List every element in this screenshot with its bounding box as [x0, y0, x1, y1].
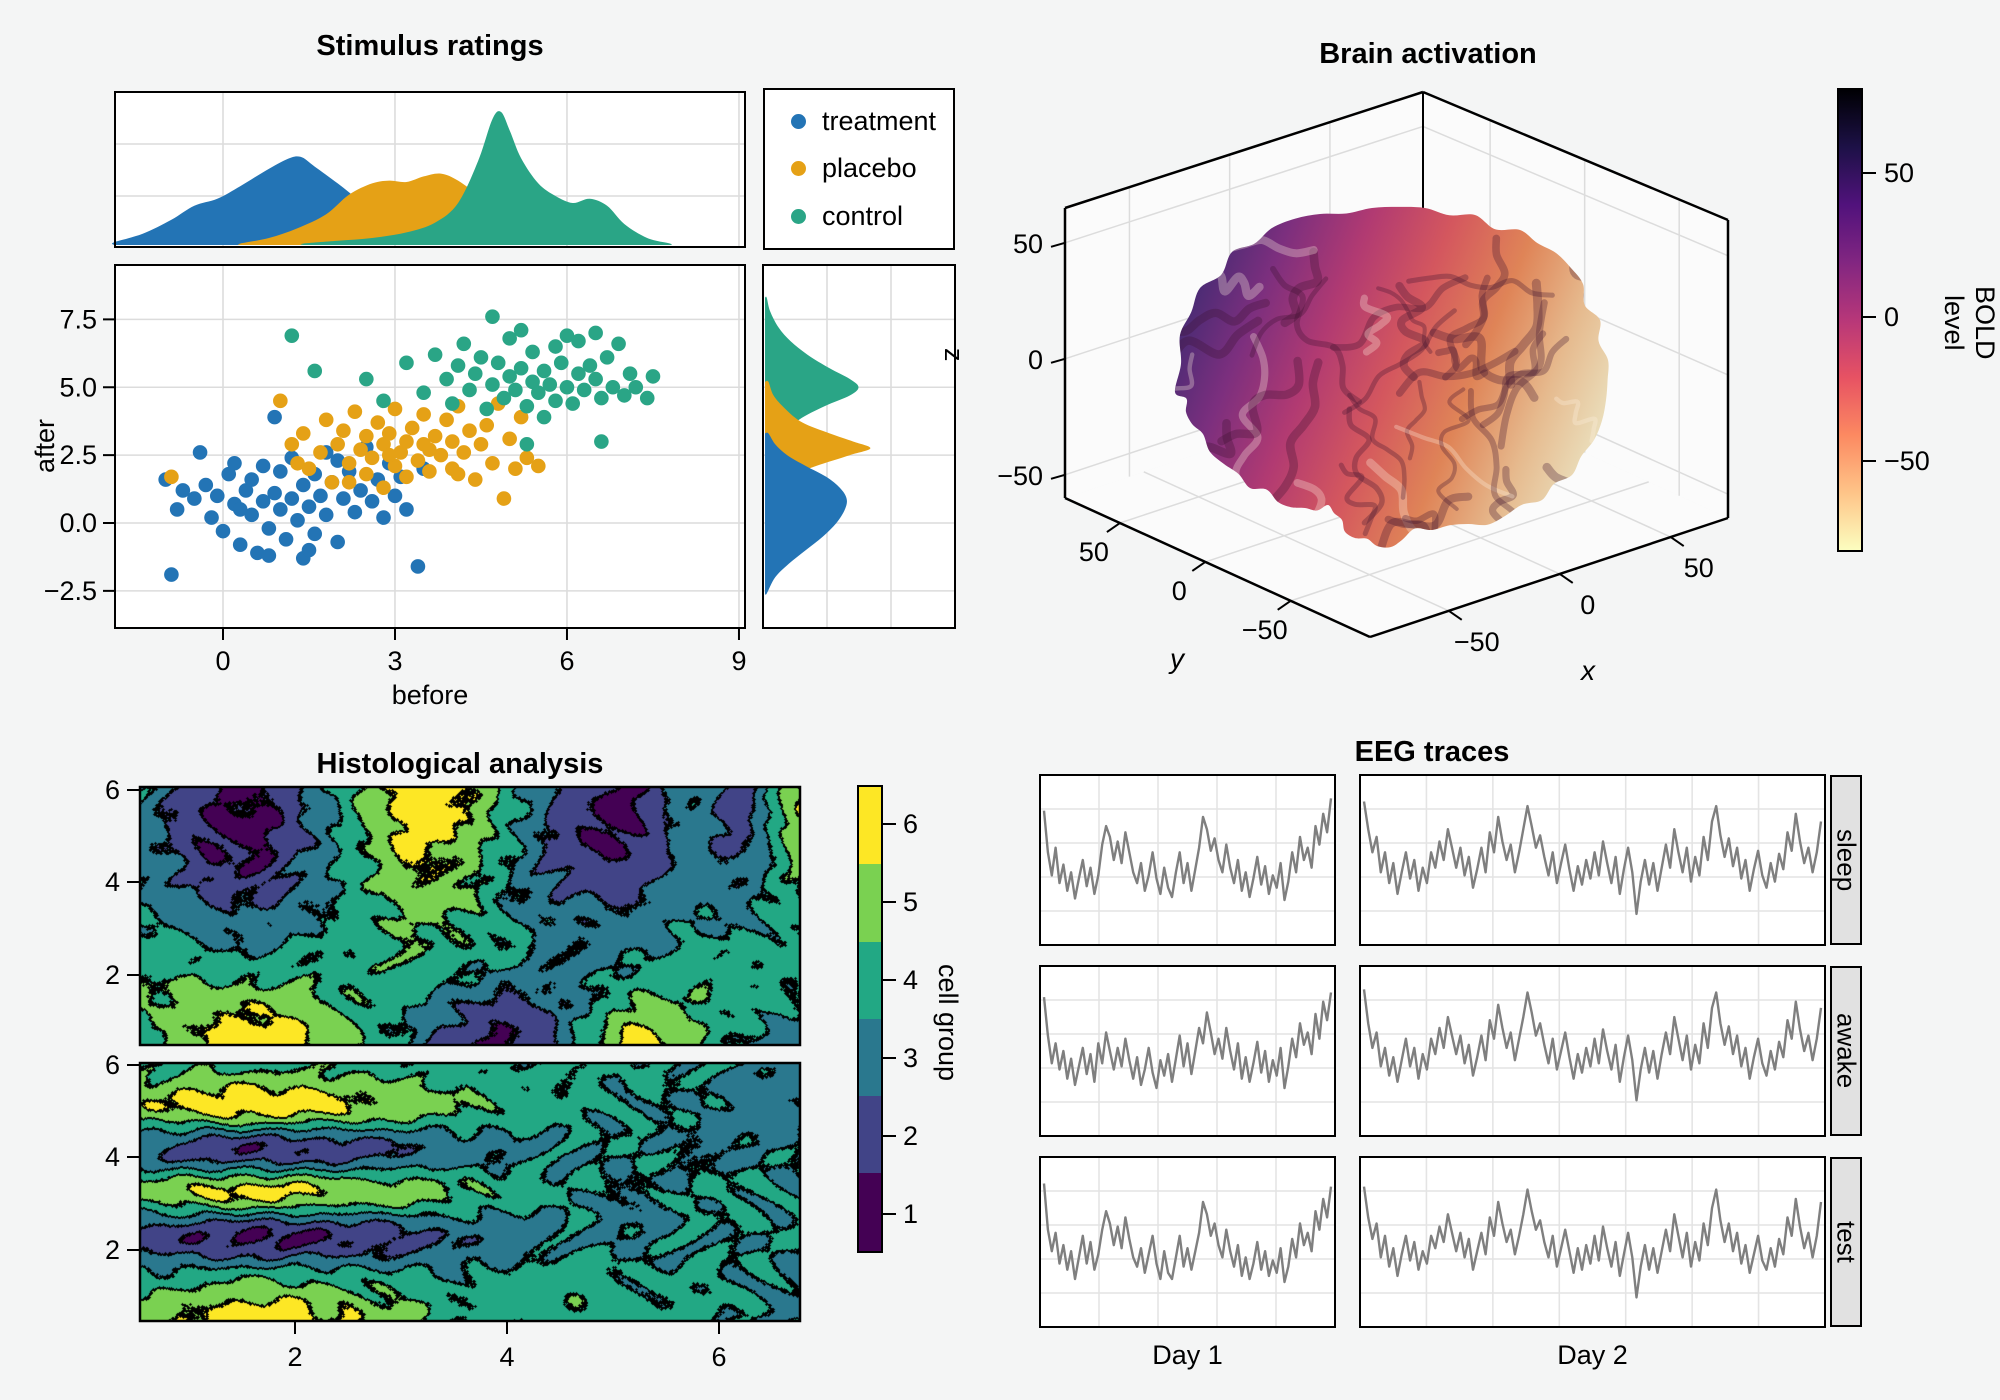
- brain-panel: [1050, 90, 1876, 639]
- svg-text:50: 50: [1884, 158, 1914, 188]
- stimulus-title: Stimulus ratings: [316, 30, 544, 62]
- stimulus-ylabel: after: [30, 418, 60, 474]
- svg-text:0: 0: [1884, 302, 1899, 332]
- cellgroup-colorbar: [857, 785, 883, 1253]
- legend-item-placebo: placebo: [791, 153, 953, 184]
- contour-plot-top: [140, 787, 800, 1045]
- svg-text:5: 5: [903, 887, 918, 917]
- stimulus-panel: [103, 91, 956, 640]
- eeg-title: EEG traces: [1354, 736, 1510, 768]
- svg-text:4: 4: [903, 965, 918, 995]
- svg-text:0: 0: [1580, 590, 1595, 620]
- svg-text:2: 2: [287, 1342, 302, 1372]
- svg-text:6: 6: [105, 775, 120, 805]
- legend-label: control: [822, 200, 904, 231]
- svg-text:−50: −50: [1884, 446, 1930, 476]
- strip-label: test: [1831, 1221, 1862, 1263]
- svg-text:6: 6: [105, 1050, 120, 1080]
- stimulus-xlabel: before: [391, 680, 469, 710]
- svg-text:1: 1: [903, 1199, 918, 1229]
- svg-text:y: y: [1168, 643, 1186, 674]
- svg-text:9: 9: [731, 646, 746, 676]
- legend-label: treatment: [822, 106, 937, 137]
- svg-text:4: 4: [499, 1342, 514, 1372]
- strip-label: awake: [1831, 1013, 1862, 1089]
- svg-text:3: 3: [903, 1043, 918, 1073]
- svg-text:−50: −50: [1454, 627, 1500, 657]
- eeg-col-label-day2: Day 2: [1557, 1340, 1628, 1370]
- facet-strip-awake: awake: [1830, 966, 1862, 1136]
- eeg-panels: [1039, 774, 1826, 1328]
- svg-text:6: 6: [559, 646, 574, 676]
- svg-text:50: 50: [1079, 537, 1109, 567]
- placebo-dot-icon: [791, 161, 806, 177]
- cellgroup-colorbar-label: cell group: [933, 964, 963, 1082]
- legend: treatment placebo control: [763, 88, 955, 250]
- svg-text:50: 50: [1013, 229, 1043, 259]
- svg-text:4: 4: [105, 867, 120, 897]
- svg-text:2: 2: [105, 960, 120, 990]
- svg-text:6: 6: [711, 1342, 726, 1372]
- facet-strip-sleep: sleep: [1830, 775, 1862, 945]
- bold-colorbar-label: BOLD level: [1939, 286, 2000, 360]
- svg-text:2: 2: [105, 1235, 120, 1265]
- treatment-dot-icon: [791, 114, 806, 130]
- svg-text:50: 50: [1684, 553, 1714, 583]
- svg-text:0.0: 0.0: [59, 508, 97, 538]
- marginal-z-label: z: [939, 348, 969, 362]
- svg-text:4: 4: [105, 1142, 120, 1172]
- svg-text:−50: −50: [1242, 615, 1288, 645]
- svg-text:2: 2: [903, 1121, 918, 1151]
- bold-colorbar: [1837, 88, 1863, 552]
- svg-text:6: 6: [903, 809, 918, 839]
- svg-text:7.5: 7.5: [59, 304, 97, 334]
- facet-strip-test: test: [1830, 1157, 1862, 1327]
- control-dot-icon: [791, 208, 806, 224]
- svg-text:0: 0: [215, 646, 230, 676]
- histology-axes: [127, 785, 896, 1334]
- eeg-col-label-day1: Day 1: [1152, 1340, 1223, 1370]
- strip-label: sleep: [1831, 828, 1862, 892]
- contour-plot-bottom: [140, 1063, 800, 1321]
- svg-text:−50: −50: [997, 461, 1043, 491]
- legend-item-treatment: treatment: [791, 106, 953, 137]
- histology-title: Histological analysis: [316, 748, 604, 780]
- svg-text:5.0: 5.0: [59, 372, 97, 402]
- svg-text:3: 3: [387, 646, 402, 676]
- svg-text:2.5: 2.5: [59, 440, 97, 470]
- svg-text:x: x: [1579, 655, 1596, 686]
- legend-label: placebo: [822, 153, 917, 184]
- svg-text:0: 0: [1172, 576, 1187, 606]
- svg-text:0: 0: [1028, 345, 1043, 375]
- svg-text:−2.5: −2.5: [44, 576, 97, 606]
- brain-title: Brain activation: [1319, 38, 1537, 70]
- legend-item-control: control: [791, 201, 953, 232]
